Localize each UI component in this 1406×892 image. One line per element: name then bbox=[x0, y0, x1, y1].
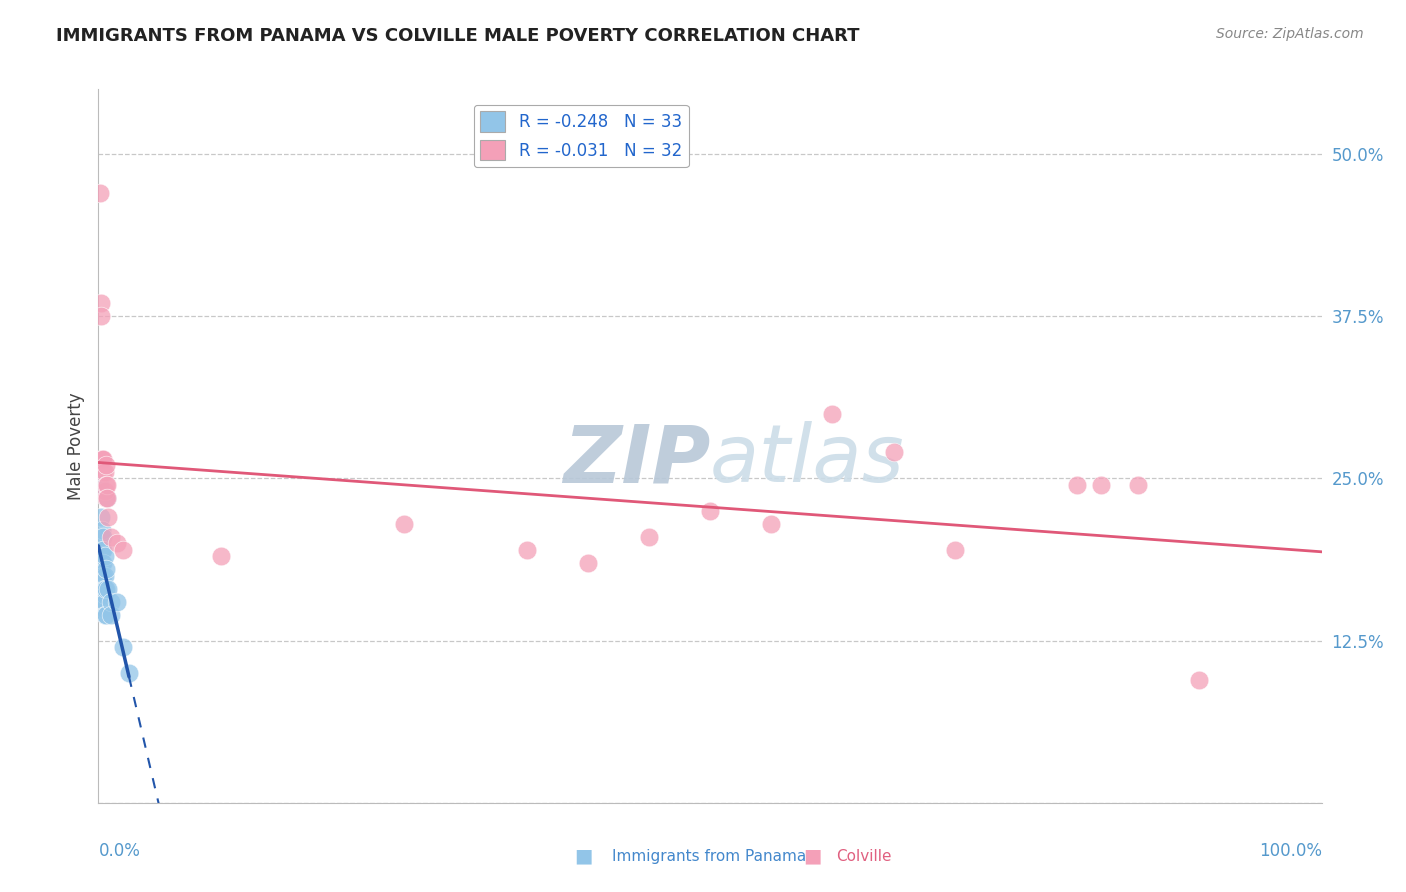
Point bbox=[761, 516, 783, 531]
Point bbox=[94, 478, 117, 492]
Point bbox=[209, 549, 232, 564]
Point bbox=[93, 595, 115, 609]
Legend: R = -0.248   N = 33, R = -0.031   N = 32: R = -0.248 N = 33, R = -0.031 N = 32 bbox=[474, 104, 689, 167]
Point bbox=[93, 465, 115, 479]
Text: Source: ZipAtlas.com: Source: ZipAtlas.com bbox=[1216, 27, 1364, 41]
Point bbox=[91, 530, 114, 544]
Text: ZIP: ZIP bbox=[562, 421, 710, 500]
Point bbox=[91, 582, 114, 596]
Point bbox=[91, 452, 114, 467]
Point bbox=[90, 296, 112, 310]
Point bbox=[96, 491, 118, 505]
Point bbox=[91, 556, 114, 570]
Point bbox=[91, 568, 114, 582]
Point bbox=[94, 491, 117, 505]
Point bbox=[118, 666, 141, 681]
Point bbox=[93, 549, 115, 564]
Point bbox=[93, 607, 115, 622]
Point bbox=[89, 478, 111, 492]
Point bbox=[89, 186, 111, 200]
Point bbox=[943, 542, 966, 557]
Point bbox=[97, 510, 120, 524]
Text: Colville: Colville bbox=[837, 849, 891, 863]
Point bbox=[91, 556, 114, 570]
Point bbox=[93, 582, 115, 596]
Point bbox=[100, 530, 122, 544]
Point bbox=[105, 536, 128, 550]
Point bbox=[93, 484, 115, 499]
Point bbox=[93, 588, 115, 602]
Point bbox=[821, 407, 844, 421]
Point bbox=[94, 582, 117, 596]
Point bbox=[91, 601, 114, 615]
Point bbox=[91, 595, 114, 609]
Text: atlas: atlas bbox=[710, 421, 905, 500]
Text: IMMIGRANTS FROM PANAMA VS COLVILLE MALE POVERTY CORRELATION CHART: IMMIGRANTS FROM PANAMA VS COLVILLE MALE … bbox=[56, 27, 859, 45]
Point bbox=[90, 510, 112, 524]
Text: 0.0%: 0.0% bbox=[98, 842, 141, 860]
Point bbox=[91, 568, 114, 582]
Point bbox=[1090, 478, 1112, 492]
Point bbox=[515, 542, 537, 557]
Point bbox=[91, 588, 114, 602]
Text: Immigrants from Panama: Immigrants from Panama bbox=[612, 849, 806, 863]
Point bbox=[91, 542, 114, 557]
Point bbox=[100, 595, 122, 609]
Point bbox=[91, 452, 114, 467]
Point bbox=[91, 542, 114, 557]
Point bbox=[90, 530, 112, 544]
Point bbox=[93, 568, 115, 582]
Point bbox=[91, 582, 114, 596]
Point bbox=[111, 542, 134, 557]
Point bbox=[100, 607, 122, 622]
Text: ■: ■ bbox=[803, 847, 823, 866]
Point bbox=[97, 582, 120, 596]
Point bbox=[576, 556, 599, 570]
Point bbox=[699, 504, 721, 518]
Y-axis label: Male Poverty: Male Poverty bbox=[66, 392, 84, 500]
Point bbox=[1128, 478, 1150, 492]
Point bbox=[94, 607, 117, 622]
Point bbox=[90, 542, 112, 557]
Point bbox=[105, 595, 128, 609]
Point bbox=[1066, 478, 1088, 492]
Point bbox=[94, 458, 117, 473]
Point bbox=[111, 640, 134, 654]
Point bbox=[96, 478, 118, 492]
Point bbox=[91, 465, 114, 479]
Text: ■: ■ bbox=[574, 847, 593, 866]
Point bbox=[637, 530, 661, 544]
Point bbox=[883, 445, 905, 459]
Point bbox=[392, 516, 416, 531]
Point bbox=[96, 491, 118, 505]
Point bbox=[91, 452, 114, 467]
Point bbox=[94, 562, 117, 576]
Point bbox=[1188, 673, 1211, 687]
Point bbox=[90, 310, 112, 324]
Text: 100.0%: 100.0% bbox=[1258, 842, 1322, 860]
Point bbox=[91, 524, 114, 538]
